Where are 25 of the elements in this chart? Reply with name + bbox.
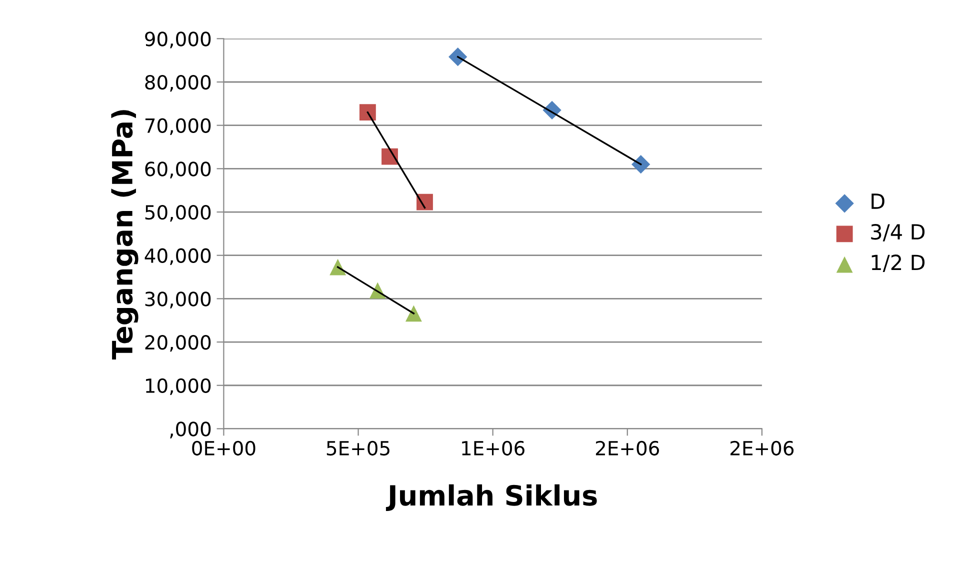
y-axis-title: Tegangan (MPa) bbox=[111, 110, 138, 360]
point bbox=[330, 258, 346, 276]
x-tick-label: 2E+06 bbox=[730, 440, 794, 456]
y-tick-label: ,000 bbox=[170, 422, 211, 438]
y-tick-label: 10,000 bbox=[146, 378, 211, 396]
y-tick-label: 20,000 bbox=[145, 334, 211, 352]
x-axis-title: Jumlah Siklus bbox=[386, 484, 597, 511]
point bbox=[405, 305, 422, 322]
x-tick-label: 5E+05 bbox=[326, 440, 390, 456]
x-tick-label: 2E+06 bbox=[596, 440, 659, 456]
x-tick-label: 1E+06 bbox=[462, 440, 524, 456]
y-tick-label: 60,000 bbox=[145, 162, 211, 178]
point bbox=[448, 48, 468, 66]
y-tick-label: 70,000 bbox=[145, 118, 211, 135]
legend-label: 3/4 D bbox=[871, 224, 925, 242]
y-tick-label: 80,000 bbox=[145, 74, 211, 92]
y-tick-label: 90,000 bbox=[145, 32, 211, 48]
x-tick-label: 0E+00 bbox=[192, 440, 256, 456]
legend-label: D bbox=[872, 194, 884, 209]
point bbox=[359, 104, 376, 121]
y-tick-label: 50,000 bbox=[145, 204, 211, 222]
y-tick-label: 40,000 bbox=[144, 248, 211, 265]
legend-label: 1/2 D bbox=[872, 254, 925, 272]
y-tick-label: 30,000 bbox=[145, 292, 211, 308]
point bbox=[632, 155, 650, 174]
